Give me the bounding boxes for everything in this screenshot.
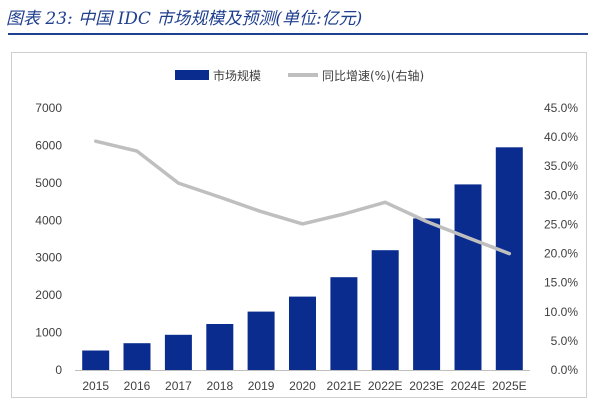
right-tick-label: 15.0% (544, 276, 578, 290)
x-tick-label: 2015 (82, 379, 109, 393)
growth-point-2018 (218, 195, 222, 199)
left-tick-label: 1000 (35, 326, 62, 340)
legend-line-label: 同比增速(%)(右轴) (322, 68, 424, 83)
legend-bar-swatch (175, 70, 209, 80)
left-axis-ticks: 0 1000 2000 3000 4000 5000 6000 7000 (35, 101, 62, 377)
right-tick-label: 35.0% (544, 159, 578, 173)
bar-2017 (164, 334, 192, 370)
growth-point-2016 (135, 149, 139, 153)
growth-point-2019 (259, 210, 263, 214)
x-tick-label: 2023E (409, 379, 444, 393)
bar-2021E (330, 277, 358, 370)
right-tick-label: 0.0% (551, 363, 579, 377)
bar-2016 (123, 343, 151, 370)
left-tick-label: 7000 (35, 101, 62, 115)
right-tick-label: 5.0% (551, 334, 579, 348)
growth-point-2023E (425, 220, 429, 223)
growth-point-2022E (383, 200, 387, 204)
growth-point-2017 (176, 181, 180, 185)
bar-2020 (289, 296, 316, 370)
left-tick-label: 2000 (35, 288, 62, 302)
right-tick-label: 10.0% (544, 305, 578, 319)
x-tick-label: 2021E (327, 379, 362, 393)
bar-2023E (413, 218, 441, 370)
bar-2015 (82, 350, 110, 370)
left-tick-label: 0 (55, 363, 62, 377)
growth-rate-line (93, 139, 512, 256)
bar-series (82, 147, 523, 370)
left-tick-label: 6000 (35, 138, 62, 152)
right-tick-label: 25.0% (544, 217, 578, 231)
x-tick-label: 2016 (124, 379, 151, 393)
line-series (93, 139, 512, 256)
title-rule (8, 33, 588, 35)
figure-title: 图表 23: 中国 IDC 市场规模及预测(单位:亿元) (6, 9, 363, 29)
left-tick-label: 3000 (35, 251, 62, 265)
x-axis-ticks: 2015 2016 2017 2018 2019 2020 2021E 2022E 2023E 2… (82, 379, 526, 393)
right-tick-label: 40.0% (544, 130, 578, 144)
x-tick-label: 2024E (451, 379, 486, 393)
x-tick-label: 2018 (206, 379, 233, 393)
x-tick-label: 2025E (492, 379, 527, 393)
x-tick-label: 2019 (248, 379, 275, 393)
bar-2022E (371, 250, 399, 370)
x-tick-label: 2017 (165, 379, 192, 393)
growth-point-2025E (507, 252, 511, 256)
bar-2019 (247, 311, 275, 370)
right-tick-label: 30.0% (544, 188, 578, 202)
left-tick-label: 5000 (35, 176, 62, 190)
legend-bar-label: 市场规模 (213, 68, 261, 83)
growth-point-2021E (342, 212, 346, 216)
right-tick-label: 45.0% (544, 101, 578, 115)
bar-2024E (454, 184, 482, 370)
bar-2025E (495, 147, 523, 370)
x-tick-label: 2022E (368, 379, 403, 393)
growth-point-2020 (301, 222, 304, 226)
left-tick-label: 4000 (35, 213, 62, 227)
right-tick-label: 20.0% (544, 247, 578, 261)
chart-frame (11, 52, 587, 398)
growth-point-2015 (94, 139, 98, 143)
bar-2018 (206, 324, 234, 370)
right-axis-ticks: 0.0% 5.0% 10.0% 15.0% 20.0% 25.0% 30.0% 35.0% 40… (544, 101, 578, 377)
legend: 市场规模 同比增速(%)(右轴) (175, 68, 424, 83)
growth-point-2024E (466, 236, 470, 240)
x-tick-label: 2020 (289, 379, 316, 393)
